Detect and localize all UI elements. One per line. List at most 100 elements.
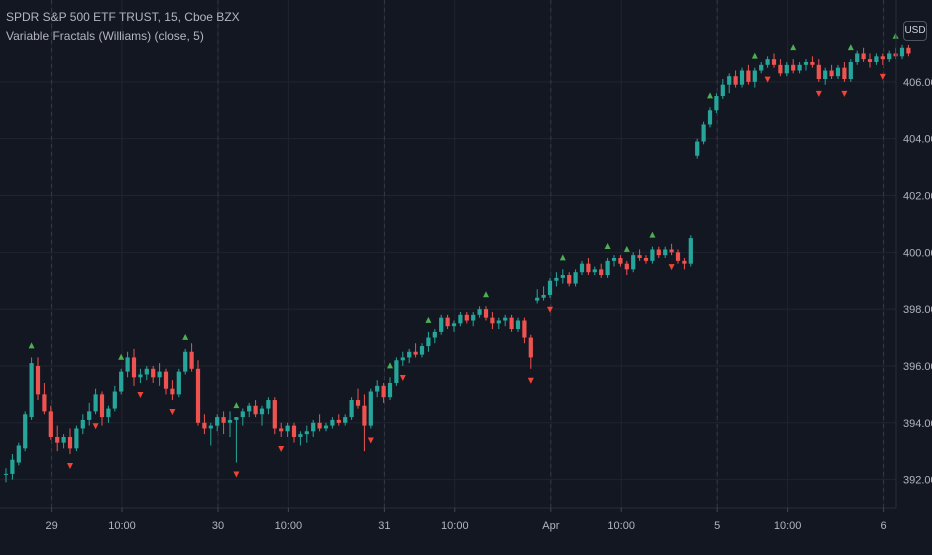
candle-body bbox=[119, 371, 124, 392]
price-tick-label: 402.00 bbox=[903, 191, 932, 203]
fractal-down-marker bbox=[668, 264, 675, 271]
candle-body bbox=[823, 70, 828, 80]
fractal-down-marker bbox=[879, 73, 886, 80]
candle-body bbox=[515, 320, 521, 330]
candle-body bbox=[560, 275, 565, 278]
currency-button[interactable]: USD bbox=[903, 21, 927, 41]
candle-body bbox=[125, 357, 130, 372]
candle-body bbox=[778, 64, 783, 74]
candle-body bbox=[765, 59, 770, 65]
candle-body bbox=[343, 417, 348, 423]
candle-body bbox=[541, 294, 546, 298]
symbol-title[interactable]: SPDR S&P 500 ETF TRUST, 15, Cboe BZX bbox=[6, 10, 240, 24]
candle-body bbox=[464, 314, 469, 321]
price-tick-label: 394.00 bbox=[903, 418, 932, 430]
candle-body bbox=[701, 124, 706, 142]
candle-body bbox=[106, 408, 111, 418]
fractal-down-marker bbox=[137, 392, 144, 398]
fractal-up-marker bbox=[847, 44, 854, 51]
candle-body bbox=[189, 351, 194, 369]
fractal-down-marker bbox=[841, 90, 848, 97]
candle-body bbox=[874, 56, 879, 62]
time-tick-label: 5 bbox=[714, 520, 720, 532]
candle-body bbox=[407, 351, 412, 358]
time-tick-label: 30 bbox=[212, 520, 224, 532]
candle-body bbox=[138, 374, 143, 378]
fractal-up-marker bbox=[559, 254, 566, 261]
candle-body bbox=[573, 272, 578, 284]
candle-body bbox=[48, 411, 53, 437]
candle-body bbox=[880, 56, 885, 60]
fractal-down-marker bbox=[815, 90, 822, 97]
candle-body bbox=[535, 297, 540, 301]
time-tick-label: 29 bbox=[45, 520, 57, 532]
candle-body bbox=[720, 84, 725, 97]
fractal-up-marker bbox=[118, 353, 125, 360]
price-tick-label: 398.00 bbox=[903, 304, 932, 316]
candle-body bbox=[176, 371, 181, 395]
candle-body bbox=[592, 269, 597, 273]
candle-body bbox=[227, 419, 233, 423]
time-tick-label: 6 bbox=[881, 520, 887, 532]
candle-body bbox=[99, 394, 105, 418]
price-axis[interactable]: 392.00 394.00 396.00 398.00 400.00 402.00 404.… bbox=[903, 77, 932, 487]
candle-body bbox=[375, 385, 380, 392]
time-tick-label: Apr bbox=[542, 520, 559, 532]
candle-body bbox=[714, 96, 719, 111]
candle-body bbox=[234, 417, 239, 420]
candle-body bbox=[368, 391, 373, 426]
candle-body bbox=[16, 445, 21, 463]
candle-body bbox=[669, 249, 674, 253]
candle-body bbox=[23, 414, 28, 449]
candle-body bbox=[477, 309, 482, 315]
candle-body bbox=[791, 64, 796, 71]
candle-body bbox=[336, 419, 341, 423]
candle-body bbox=[419, 346, 425, 355]
candle-body bbox=[855, 53, 860, 62]
candle-body bbox=[208, 425, 213, 429]
time-tick-label: 10:00 bbox=[607, 520, 635, 532]
candle-body bbox=[733, 76, 738, 85]
candle-body bbox=[387, 383, 393, 398]
candle-body bbox=[771, 59, 777, 65]
candle-body bbox=[67, 436, 73, 449]
candle-body bbox=[842, 67, 847, 80]
fractal-down-marker bbox=[367, 437, 374, 444]
time-axis[interactable]: 2910:003010:003110:00Apr10:00510:00610:0… bbox=[45, 508, 932, 532]
candle-body bbox=[599, 269, 604, 276]
candle-body bbox=[42, 394, 47, 412]
indicator-title[interactable]: Variable Fractals (Williams) (close, 5) bbox=[6, 29, 204, 43]
candle-body bbox=[426, 337, 431, 347]
candle-body bbox=[887, 53, 892, 60]
price-tick-label: 404.00 bbox=[903, 134, 932, 146]
fractal-up-marker bbox=[182, 333, 189, 340]
candle-body bbox=[522, 320, 527, 338]
candle-body bbox=[509, 317, 514, 330]
time-tick-label: 10:00 bbox=[774, 520, 802, 532]
fractal-up-marker bbox=[387, 362, 393, 369]
candle-body bbox=[151, 368, 156, 378]
time-tick-label: 10:00 bbox=[108, 520, 136, 532]
candle-body bbox=[483, 309, 489, 318]
candle-body bbox=[221, 417, 226, 423]
candle-body bbox=[899, 47, 905, 57]
candle-body bbox=[579, 263, 585, 273]
fractal-down-marker bbox=[92, 423, 99, 430]
candle-body bbox=[727, 76, 732, 85]
candle-body bbox=[906, 47, 911, 54]
candle-body bbox=[496, 320, 501, 324]
fractal-up-marker bbox=[483, 291, 489, 298]
time-tick-label: 10:00 bbox=[275, 520, 303, 532]
price-tick-label: 406.00 bbox=[903, 77, 932, 89]
candle-body bbox=[643, 258, 649, 261]
chart-legend: SPDR S&P 500 ETF TRUST, 15, Cboe BZX Var… bbox=[6, 8, 240, 46]
candle-body bbox=[381, 385, 386, 398]
candle-body bbox=[349, 400, 354, 418]
candle-body bbox=[355, 400, 361, 406]
candle-body bbox=[682, 260, 687, 264]
fractal-down-marker bbox=[233, 471, 240, 478]
candle-body bbox=[394, 360, 399, 383]
candle-body bbox=[835, 67, 841, 77]
